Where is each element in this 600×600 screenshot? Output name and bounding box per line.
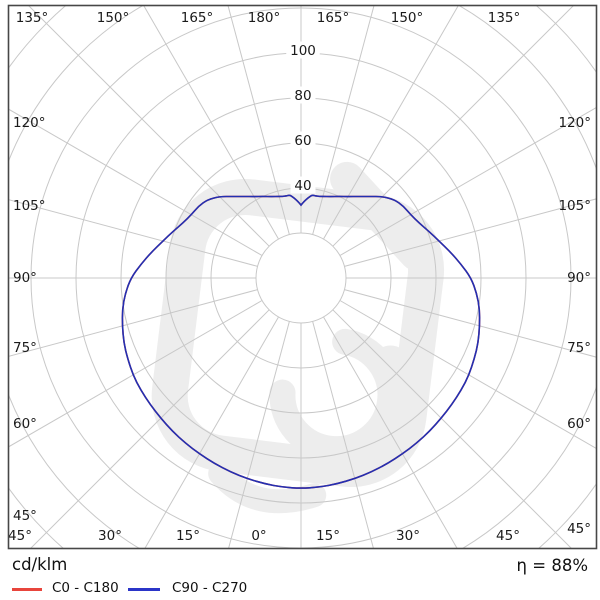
angle-label: 30° [98,528,122,544]
radial-tick-label: 60 [294,133,311,149]
radial-tick-labels: 40 60 80 100 [286,41,320,194]
angle-label: 15° [316,528,340,544]
angle-label: 135° [16,10,49,26]
curve-c90-c270 [121,194,481,489]
legend-label-c0-c180: C0 - C180 [52,580,119,596]
angle-label: 135° [488,10,521,26]
angle-label: 150° [97,10,130,26]
angle-label: 0° [251,528,266,544]
legend-line-c0-c180-icon [12,588,42,591]
angle-label: 45° [567,521,591,537]
radial-tick-label: 100 [290,43,316,59]
angle-label: 75° [13,340,37,356]
efficiency-label: η = 88% [516,556,588,575]
angle-label: 165° [181,10,214,26]
angle-label: 60° [13,416,37,432]
angle-label: 75° [567,340,591,356]
angle-label: 30° [396,528,420,544]
angle-label: 60° [567,416,591,432]
angle-label: 90° [567,270,591,286]
angle-label: 120° [13,115,46,131]
legend-label-c90-c270: C90 - C270 [172,580,248,596]
radial-tick-label: 40 [294,178,311,194]
angle-label: 45° [8,528,32,544]
angle-label: 105° [558,198,591,214]
angle-label: 120° [558,115,591,131]
unit-label: cd/klm [12,555,68,574]
radial-tick-label: 80 [294,88,311,104]
legend-line-c90-c270-icon [128,588,160,591]
angle-label: 45° [13,508,37,524]
angle-label: 45° [496,528,520,544]
angle-label: 90° [13,270,37,286]
chart-frame [7,4,598,550]
angle-label: 15° [176,528,200,544]
angle-label: 150° [391,10,424,26]
angle-label: 165° [317,10,350,26]
angle-label: 105° [13,198,46,214]
angle-label: 180° [248,10,281,26]
